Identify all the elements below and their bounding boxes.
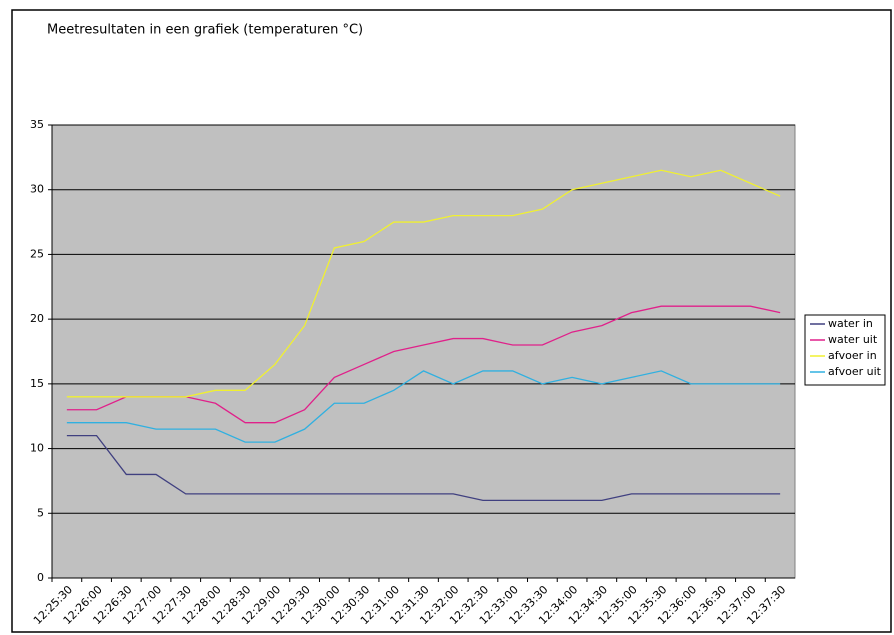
chart-title: Meetresultaten in een grafiek (temperatu… <box>47 23 363 38</box>
series-line <box>66 434 781 501</box>
legend-label: afvoer uit <box>828 365 882 378</box>
legend-label: water uit <box>828 333 878 346</box>
y-tick-label: 5 <box>37 506 44 519</box>
y-tick-label: 25 <box>30 247 44 260</box>
y-tick-label: 0 <box>37 571 44 584</box>
legend <box>804 314 886 386</box>
legend-label: afvoer in <box>828 349 877 362</box>
plot-area <box>51 124 796 579</box>
y-tick-label: 15 <box>30 377 44 390</box>
y-tick-label: 35 <box>30 118 44 131</box>
y-tick-label: 20 <box>30 312 44 325</box>
y-tick-label: 10 <box>30 442 44 455</box>
series-line <box>66 169 781 398</box>
legend-label: water in <box>828 317 873 330</box>
series-line <box>66 370 781 443</box>
y-tick-label: 30 <box>30 183 44 196</box>
